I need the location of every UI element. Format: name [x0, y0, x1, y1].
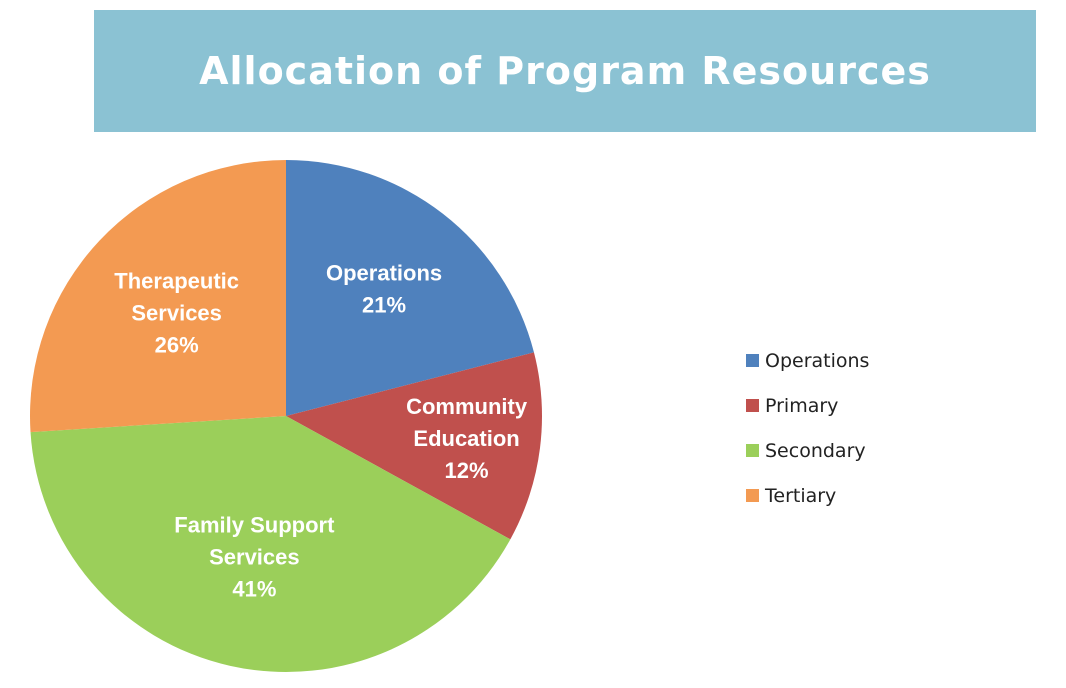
slice-label-line: Operations [326, 261, 442, 286]
slice-label-line: Education [413, 426, 519, 451]
legend-item-primary: Primary [746, 383, 869, 428]
legend-swatch-operations [746, 354, 759, 367]
title-banner: Allocation of Program Resources [94, 10, 1036, 132]
slice-label-line: 26% [155, 332, 199, 357]
slice-label-operations: Operations 21% [326, 261, 442, 318]
pie-slice-operations [286, 160, 534, 416]
legend-item-tertiary: Tertiary [746, 473, 869, 518]
legend-swatch-secondary [746, 444, 759, 457]
slice-label-line: 21% [362, 293, 406, 318]
slice-label-line: Therapeutic [114, 268, 239, 293]
slice-label-line: Services [209, 545, 300, 570]
slice-label-primary: Community Education 12% [406, 394, 528, 483]
chart-title: Allocation of Program Resources [199, 49, 931, 93]
slice-label-line: Family Support [174, 513, 335, 538]
legend-swatch-primary [746, 399, 759, 412]
slice-label-line: 12% [445, 458, 489, 483]
legend-label-tertiary: Tertiary [765, 484, 837, 507]
legend-label-operations: Operations [765, 349, 870, 372]
pie-slice-primary [286, 352, 542, 540]
slice-label-line: Services [131, 300, 222, 325]
legend-swatch-tertiary [746, 489, 759, 502]
slice-label-line: 41% [232, 577, 276, 602]
chart-legend: Operations Primary Secondary Tertiary [746, 338, 869, 518]
pie-slice-secondary [30, 416, 511, 673]
legend-label-primary: Primary [765, 394, 839, 417]
slice-label-tertiary: Therapeutic Services 26% [114, 268, 239, 357]
pie-slice-tertiary [29, 160, 286, 433]
slice-label-secondary: Family Support Services 41% [174, 513, 335, 602]
slice-label-line: Community [406, 394, 528, 419]
legend-item-operations: Operations [746, 338, 869, 383]
legend-item-secondary: Secondary [746, 428, 869, 473]
legend-label-secondary: Secondary [765, 439, 866, 462]
